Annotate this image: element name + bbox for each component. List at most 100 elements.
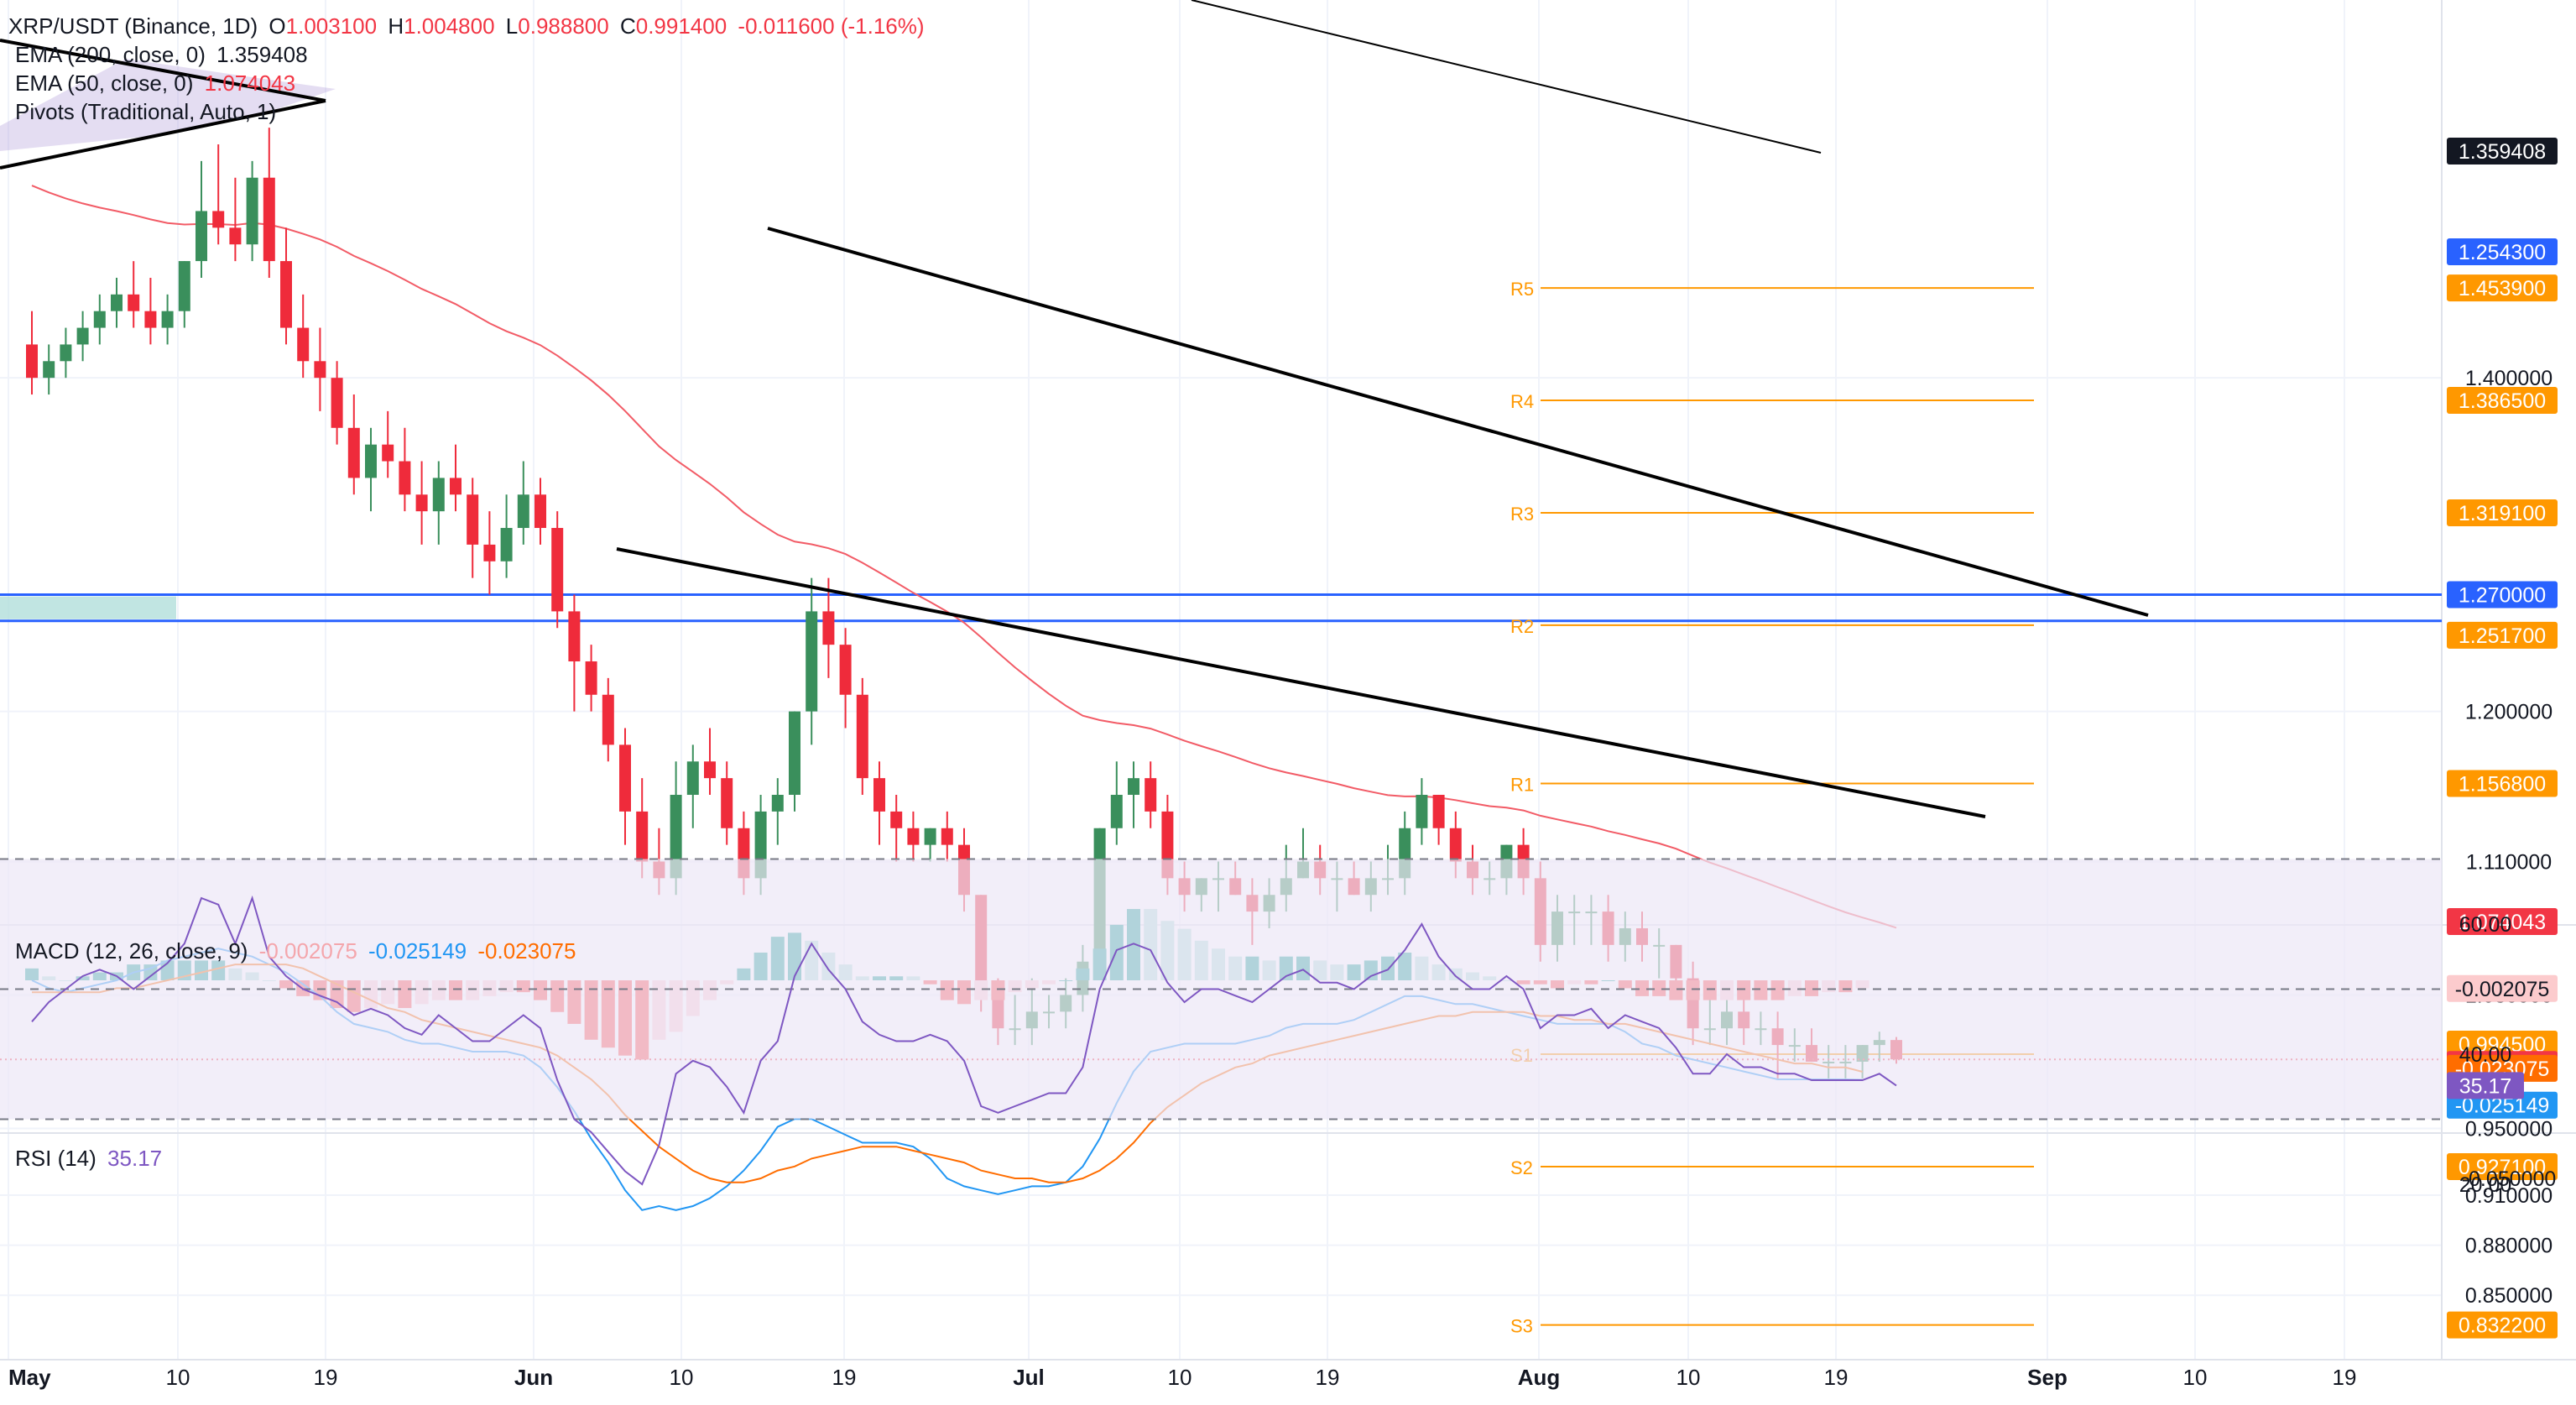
candle-body — [1416, 795, 1428, 828]
candle-body — [432, 478, 445, 512]
price-tag-label: 1.074043 — [2459, 911, 2546, 934]
price-tag — [2447, 1152, 2558, 1180]
open-value: 1.003100 — [285, 13, 378, 39]
candle-body — [60, 344, 72, 362]
rsi-tag — [2447, 1072, 2524, 1099]
price-tag-label: 1.251700 — [2459, 624, 2546, 648]
pivots-label: Pivots (Traditional, Auto, 1) — [15, 99, 277, 124]
ema200-value: 1.359408 — [216, 42, 308, 67]
price-tick-label: 0.850000 — [2465, 1284, 2553, 1308]
candle-body — [551, 528, 564, 612]
pivot-label-r5: R5 — [1510, 279, 1534, 300]
time-axis-label: 19 — [2333, 1365, 2357, 1390]
candle-body — [111, 294, 123, 311]
pivot-label-r4: R4 — [1510, 391, 1534, 412]
candle-body — [1128, 778, 1139, 796]
rsi-legend[interactable]: RSI (14) 35.17 — [15, 1146, 167, 1171]
price-tick-label: 0.950000 — [2465, 1117, 2553, 1141]
zone-label-fill — [0, 596, 176, 619]
candle-body — [178, 261, 190, 311]
time-axis-label: 10 — [2183, 1365, 2208, 1390]
price-tag-label: 1.156800 — [2459, 772, 2546, 796]
candle-body — [263, 177, 275, 262]
ema200-band — [0, 59, 336, 151]
candle-body — [93, 311, 106, 328]
candle-body — [839, 645, 852, 695]
price-tag — [2447, 770, 2558, 797]
candle-body — [43, 361, 55, 379]
price-tag — [2447, 1311, 2558, 1339]
rsi-tick-label: 20.00 — [2459, 1173, 2512, 1197]
axes: 1.4000001.2000001.1100001.0300000.950000… — [8, 138, 2558, 1390]
candle-body — [568, 611, 581, 662]
candle-body — [26, 344, 38, 379]
price-tag — [2447, 1031, 2558, 1058]
time-axis-label: Jul — [1013, 1365, 1045, 1390]
candle-body — [161, 311, 174, 328]
low-value: 0.988800 — [518, 13, 609, 39]
pivots-legend[interactable]: Pivots (Traditional, Auto, 1) — [15, 99, 281, 124]
time-axis-label: 10 — [166, 1365, 190, 1390]
time-axis-label: 19 — [314, 1365, 338, 1390]
candle-body — [382, 444, 394, 462]
candle-body — [924, 828, 936, 845]
rsi-tag-label: 35.17 — [2459, 1074, 2512, 1098]
ema50-value: 1.074043 — [204, 71, 296, 96]
candle-body — [450, 478, 461, 495]
candle-body — [670, 795, 682, 879]
time-axis-label: 19 — [832, 1365, 857, 1390]
rsi-line — [31, 895, 1897, 1186]
price-tag — [2447, 387, 2558, 415]
time-axis-label: 19 — [1316, 1365, 1340, 1390]
rsi-value: 35.17 — [107, 1146, 163, 1171]
candle-body — [619, 744, 631, 812]
candle-body — [721, 778, 733, 828]
macd-legend[interactable]: MACD (12, 26, close, 9) -0.002075 -0.025… — [15, 938, 581, 964]
candle-body — [229, 227, 242, 245]
blue-zone[interactable] — [0, 593, 2442, 623]
ema-lines — [0, 59, 1897, 929]
candle-body — [806, 611, 818, 712]
macd-hist-value: -0.002075 — [258, 938, 357, 964]
pivot-label-s3: S3 — [1510, 1316, 1533, 1337]
ema50-line — [31, 185, 1897, 929]
candle-body — [1145, 778, 1157, 812]
candle-body — [76, 327, 89, 345]
candle-body — [585, 661, 597, 695]
time-axis-label: 10 — [670, 1365, 694, 1390]
trendline — [0, 39, 326, 102]
candle-body — [128, 294, 140, 311]
candle-body — [297, 327, 310, 362]
symbol-legend[interactable]: XRP/USDT (Binance, 1D) O1.003100 H1.0048… — [8, 13, 930, 39]
candle-body — [704, 761, 716, 779]
candle-body — [144, 311, 157, 328]
candle-body — [873, 778, 885, 812]
candle-body — [771, 795, 784, 812]
time-axis-label: 19 — [1824, 1365, 1849, 1390]
price-tag-label: 1.254300 — [2459, 241, 2546, 264]
price-tag-label: 1.270000 — [2459, 584, 2546, 608]
price-tag — [2447, 138, 2558, 165]
trendline — [616, 547, 1986, 818]
candle-body — [686, 761, 699, 796]
time-axis-label: Sep — [2027, 1365, 2068, 1390]
candle-body — [1449, 828, 1462, 862]
ema50-legend[interactable]: EMA (50, close, 0) 1.074043 — [15, 71, 300, 96]
price-tick-label: 0.910000 — [2465, 1184, 2553, 1208]
trendline — [0, 99, 326, 170]
price-tick-label: 1.200000 — [2465, 701, 2553, 724]
close-label: C — [619, 13, 636, 39]
price-tick-label: 0.880000 — [2465, 1235, 2553, 1258]
symbol-title: XRP/USDT (Binance, 1D) — [8, 13, 258, 39]
pivot-label-r2: R2 — [1510, 616, 1534, 637]
price-tag — [2447, 621, 2558, 649]
candle-body — [822, 611, 835, 645]
macd-tag-label: -0.002075 — [2455, 978, 2550, 1001]
ema200-legend[interactable]: EMA (200, close, 0) 1.359408 — [15, 42, 313, 67]
candle-body — [415, 494, 428, 512]
zone-fill — [0, 595, 2442, 621]
candle-body — [483, 544, 496, 561]
price-tick-label: 1.400000 — [2465, 367, 2553, 390]
